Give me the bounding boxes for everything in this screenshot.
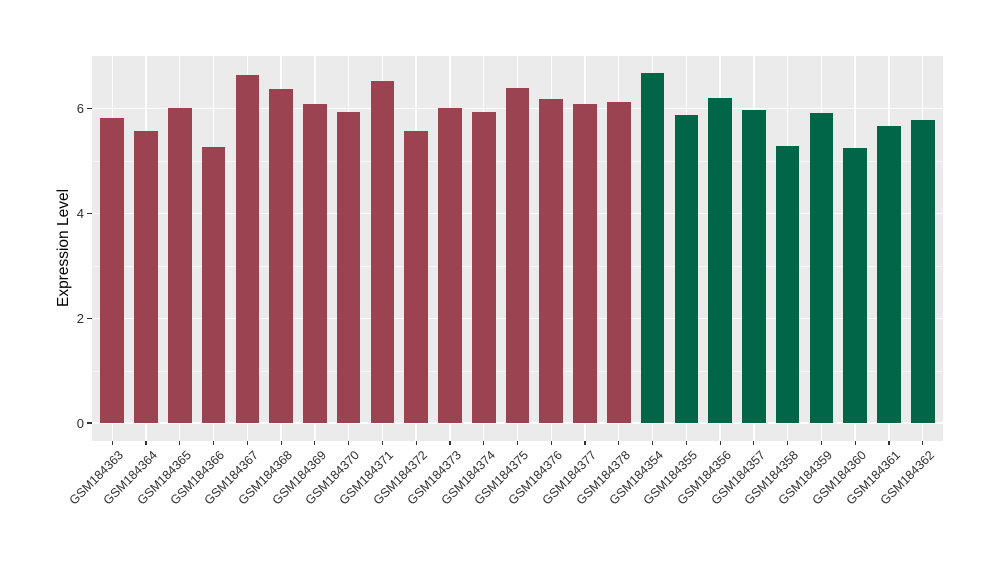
x-tick-mark [145,441,147,445]
y-tick-label: 0 [76,415,84,431]
x-tick-mark [618,441,620,445]
bar-GSM184355 [674,115,699,423]
bar-GSM184364 [134,131,158,423]
x-tick-mark [516,441,519,445]
x-tick-mark [111,441,113,445]
bar-GSM184371 [370,81,395,423]
bar-GSM184363 [100,117,125,423]
y-tick-label: 2 [76,310,84,326]
x-tick-mark [314,441,316,445]
x-tick-mark [888,441,890,445]
bar-GSM184367 [235,75,260,423]
bar-GSM184372 [404,130,428,423]
bar-GSM184356 [708,98,732,423]
bar-GSM184368 [269,89,293,423]
bar-GSM184365 [167,107,192,423]
bar-GSM184369 [303,103,327,423]
x-tick-mark [179,441,181,445]
x-tick-mark [212,441,215,445]
x-tick-mark [246,441,248,445]
x-tick-mark [753,441,755,445]
y-tick-mark [87,108,92,110]
bar-GSM184361 [877,125,901,423]
bar-GSM184357 [742,110,766,423]
plot-panel [92,56,943,441]
bar-GSM184373 [438,108,462,423]
x-tick-mark [922,441,924,445]
x-tick-mark [584,441,586,445]
x-tick-mark [280,441,282,445]
bar-GSM184370 [336,112,361,423]
y-tick-mark [87,317,92,319]
y-tick-label: 4 [76,205,84,221]
x-tick-mark [381,441,383,445]
bar-GSM184376 [539,99,564,423]
bar-GSM184354 [640,73,665,423]
bar-GSM184358 [775,145,800,423]
bar-GSM184366 [201,147,226,423]
x-tick-mark [820,441,822,445]
y-tick-mark [87,422,92,424]
bar-GSM184375 [505,87,530,423]
y-tick-label: 6 [76,101,84,117]
x-tick-mark [651,441,654,445]
x-tick-mark [854,441,856,445]
x-tick-mark [449,441,451,445]
x-tick-mark [787,441,789,445]
bar-GSM184378 [607,101,631,423]
x-tick-mark [348,441,350,445]
bar-GSM184359 [809,113,834,423]
bar-GSM184374 [471,111,496,423]
x-tick-mark [685,441,687,445]
x-tick-mark [415,441,417,445]
x-tick-mark [483,441,485,445]
x-tick-mark [550,441,552,445]
bar-GSM184362 [910,120,935,423]
x-tick-mark [719,441,721,445]
bar-GSM184360 [843,147,867,423]
bar-GSM184377 [573,104,597,423]
y-tick-mark [87,212,92,214]
